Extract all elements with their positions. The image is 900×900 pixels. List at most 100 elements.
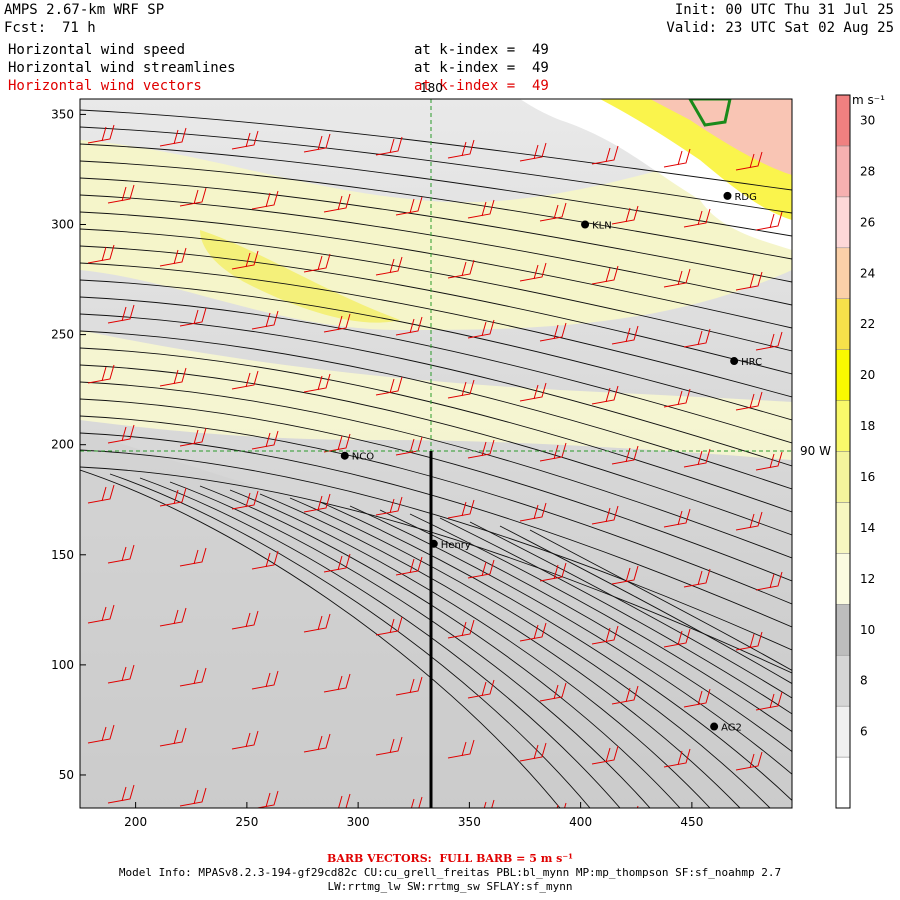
wind-barb (683, 448, 711, 468)
init-time: Init: 00 UTC Thu 31 Jul 25 (674, 2, 894, 18)
wind-barb (611, 205, 639, 225)
colorbar: 6 8 10 12 14 16 18 20 22 24 26 28 30 (835, 94, 875, 809)
wind-barb (591, 145, 619, 165)
wind-barb (591, 385, 619, 405)
y-tick-label: 250 (51, 328, 74, 342)
valid-time: Valid: 23 UTC Sat 02 Aug 25 (666, 20, 894, 36)
colorbar-swatch (835, 196, 851, 249)
wind-barb (467, 559, 495, 579)
x-axis-ticks: 200 250 300 350 400 450 (124, 802, 703, 829)
x-tick-label: 400 (569, 815, 592, 829)
x-tick-label: 350 (458, 815, 481, 829)
streamline (80, 313, 792, 467)
stations: NCO Henry KLN RDG HRC AG2 (340, 191, 762, 734)
wind-barb (683, 568, 711, 588)
wind-barb (519, 622, 547, 642)
streamline (409, 513, 792, 733)
wind-barb (755, 211, 783, 231)
wind-barb (87, 604, 115, 624)
station-marker (581, 220, 590, 229)
streamline (169, 481, 651, 808)
wind-barb (395, 676, 423, 696)
colorbar-label: 30 (860, 113, 875, 127)
wind-barb (611, 565, 639, 585)
wind-barb (87, 244, 115, 264)
station-label: KLN (592, 221, 612, 232)
streamline (139, 477, 621, 808)
streamline (80, 381, 792, 559)
colorbar-swatch (835, 451, 851, 503)
wind-barb (251, 550, 279, 570)
wind-barb (591, 625, 619, 645)
wind-barb (683, 328, 711, 348)
streamline (80, 432, 792, 628)
wind-barb (303, 733, 331, 753)
wind-barb (519, 382, 547, 402)
wind-barb (735, 151, 763, 171)
wind-barb (467, 679, 495, 699)
x-tick-label: 250 (235, 815, 258, 829)
station-label: RDG (734, 192, 756, 203)
wind-barb (179, 187, 207, 207)
wind-barb (519, 262, 547, 282)
wind-barb (663, 268, 691, 288)
y-tick-label: 300 (51, 218, 74, 232)
wind-barb (611, 685, 639, 705)
wind-barb (179, 427, 207, 447)
station-label: AG2 (721, 723, 742, 734)
wind-barb (735, 271, 763, 291)
wind-barb (375, 136, 403, 156)
wind-barb (375, 736, 403, 756)
station-marker (710, 722, 719, 731)
speed-band-north-pink (650, 99, 792, 175)
station-label: NCO (352, 452, 374, 463)
wind-barb (467, 199, 495, 219)
wind-barb (303, 253, 331, 273)
streamline (319, 501, 792, 802)
x-tick-label: 300 (347, 815, 370, 829)
colorbar-swatch (835, 349, 851, 401)
station-marker (340, 451, 349, 460)
forecast-label: Fcst: (4, 20, 47, 36)
streamline (80, 347, 792, 513)
footer-model-info-2: LW:rrtmg_lw SW:rrtmg_sw SFLAY:sf_mynn (327, 880, 573, 893)
streamline (80, 469, 561, 808)
streamline (80, 415, 792, 605)
wind-barb (539, 322, 567, 342)
y-tick-label: 350 (51, 107, 74, 121)
wind-barb (483, 799, 495, 808)
green-contour (688, 99, 732, 127)
station-marker (723, 191, 732, 200)
wind-barb (663, 388, 691, 408)
meridian-label: 180 (420, 81, 443, 95)
wind-barb (683, 688, 711, 708)
x-tick-label: 450 (680, 815, 703, 829)
y-tick-label: 200 (51, 438, 74, 452)
wind-barb (231, 490, 259, 510)
wind-barb (591, 265, 619, 285)
wind-barb (159, 367, 187, 387)
wind-barb (159, 727, 187, 747)
wind-barb (87, 724, 115, 744)
wind-barb (663, 508, 691, 528)
streamline (80, 449, 792, 651)
station-marker (730, 357, 739, 366)
y-tick-label: 150 (51, 548, 74, 562)
y-tick-label: 100 (51, 658, 74, 672)
streamline (80, 245, 792, 375)
wind-barb (231, 130, 259, 150)
streamline (80, 279, 792, 421)
wind-barb (756, 812, 782, 830)
colorbar-label: 6 (860, 725, 868, 739)
wind-barb (303, 133, 331, 153)
colorbar-label: 20 (860, 368, 875, 382)
wind-barb (629, 805, 639, 808)
field-level-speed: at k-index = 49 (414, 42, 549, 58)
wind-barb (663, 148, 691, 168)
wind-barb (159, 247, 187, 267)
product-title: AMPS 2.67-km WRF SP (4, 2, 165, 18)
wind-barb (107, 544, 135, 564)
streamline (80, 466, 792, 674)
wind-barb (375, 376, 403, 396)
